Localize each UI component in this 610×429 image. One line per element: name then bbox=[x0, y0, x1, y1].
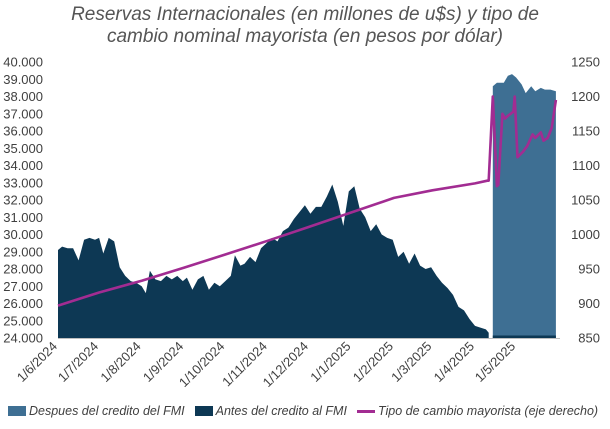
y-left-tick-label: 35.000 bbox=[3, 141, 43, 156]
legend-item-before: Antes del credito al FMI bbox=[194, 404, 347, 418]
y-left-tick-label: 31.000 bbox=[3, 210, 43, 225]
x-tick-label: 1/12/2024 bbox=[260, 339, 312, 391]
y-left-tick-label: 25.000 bbox=[3, 313, 43, 328]
x-tick-label: 1/3/2025 bbox=[388, 338, 434, 384]
y-left-tick-label: 26.000 bbox=[3, 296, 43, 311]
y-left-tick-label: 32.000 bbox=[3, 193, 43, 208]
y-left-tick-label: 30.000 bbox=[3, 227, 43, 242]
y-left-tick-label: 37.000 bbox=[3, 106, 43, 121]
series-area-before bbox=[58, 184, 489, 338]
legend-swatch-fx bbox=[356, 409, 375, 413]
x-tick-label: 1/5/2025 bbox=[472, 339, 518, 385]
x-tick-label: 1/2/2025 bbox=[350, 338, 396, 384]
x-tick-label: 1/1/2025 bbox=[307, 339, 353, 385]
legend-label-before: Antes del credito al FMI bbox=[215, 404, 347, 418]
x-tick-label: 1/4/2025 bbox=[431, 339, 477, 385]
y-left-tick-label: 40.000 bbox=[3, 55, 43, 70]
y-right-tick-label: 900 bbox=[578, 296, 600, 311]
y-right-tick-label: 1100 bbox=[572, 158, 600, 173]
y-left-tick-label: 38.000 bbox=[3, 89, 43, 104]
y-left-tick-label: 29.000 bbox=[3, 244, 43, 259]
series-line-fx bbox=[57, 95, 558, 307]
legend-label-fx: Tipo de cambio mayorista (eje derecho) bbox=[377, 404, 599, 418]
y-right-tick-label: 1250 bbox=[571, 55, 600, 70]
x-tick-label: 1/10/2024 bbox=[176, 338, 228, 390]
legend-item-fx: Tipo de cambio mayorista (eje derecho) bbox=[356, 404, 599, 418]
y-left-tick-label: 34.000 bbox=[3, 158, 43, 173]
x-tick-label: 1/7/2024 bbox=[55, 338, 101, 384]
y-right-tick-label: 1000 bbox=[571, 227, 600, 242]
y-right-tick-label: 1050 bbox=[571, 193, 600, 208]
legend-item-after: Despues del credito del FMI bbox=[8, 404, 185, 418]
legend-swatch-before bbox=[194, 406, 213, 416]
chart-title: Reservas Internacionales (en millones de… bbox=[0, 4, 610, 48]
legend-label-after: Despues del credito del FMI bbox=[29, 404, 185, 418]
y-right-tick-label: 850 bbox=[578, 331, 600, 346]
y-right-tick-label: 950 bbox=[578, 262, 600, 277]
y-left-tick-label: 39.000 bbox=[3, 72, 43, 87]
chart-title-line-1: Reservas Internacionales (en millones de… bbox=[71, 4, 539, 25]
chart-title-line-2: cambio nominal mayorista (en pesos por d… bbox=[106, 26, 503, 47]
y-left-tick-label: 24.000 bbox=[3, 331, 43, 346]
y-left-tick-label: 27.000 bbox=[3, 279, 43, 294]
chart-legend: Despues del credito del FMI Antes del cr… bbox=[8, 404, 608, 418]
x-tick-label: 1/8/2024 bbox=[97, 339, 143, 385]
y-right-tick-label: 1200 bbox=[571, 89, 600, 104]
series-area-after bbox=[492, 74, 556, 338]
reserves-fx-chart: 24.000 25.000 26.000 27.000 28.000 29.000 30.0… bbox=[3, 55, 600, 391]
y-left-tick-label: 36.000 bbox=[3, 124, 43, 139]
y-left-tick-label: 33.000 bbox=[3, 175, 43, 190]
y-right-tick-label: 1150 bbox=[572, 124, 600, 139]
legend-swatch-after bbox=[8, 406, 26, 416]
y-left-tick-label: 28.000 bbox=[3, 262, 43, 277]
